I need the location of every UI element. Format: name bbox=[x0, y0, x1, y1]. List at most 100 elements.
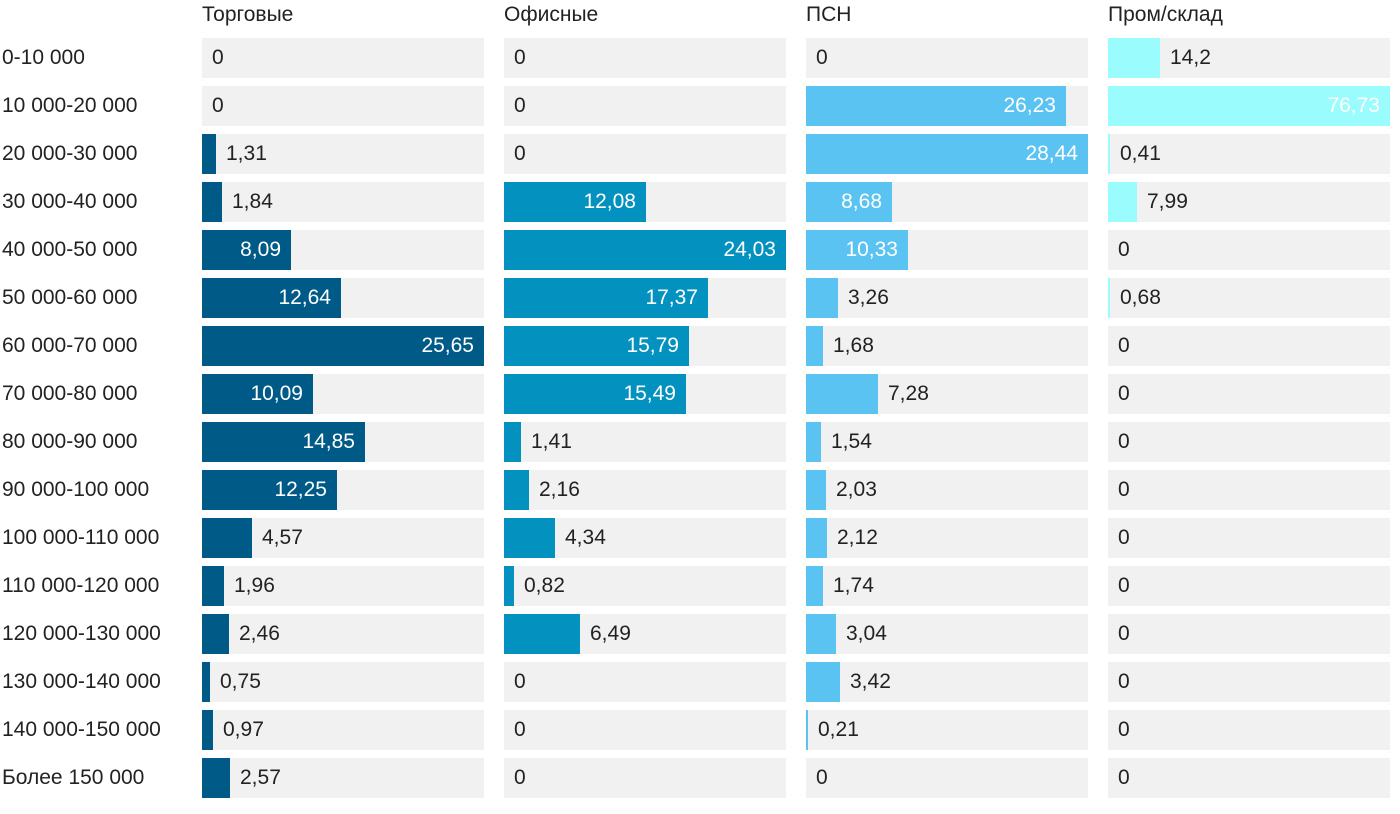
data-label: 25,65 bbox=[421, 334, 474, 357]
bar-track bbox=[806, 278, 1088, 318]
category-label: 100 000-110 000 bbox=[2, 526, 160, 549]
data-label: 7,99 bbox=[1147, 190, 1188, 213]
data-label: 0 bbox=[1118, 670, 1130, 693]
bar bbox=[504, 470, 529, 510]
data-label: 0 bbox=[514, 142, 526, 165]
data-label: 0 bbox=[514, 766, 526, 789]
data-label: 0 bbox=[1118, 766, 1130, 789]
bar bbox=[202, 470, 337, 510]
data-label: 0 bbox=[514, 670, 526, 693]
bar-track bbox=[1108, 182, 1390, 222]
data-label: 0 bbox=[212, 94, 224, 117]
data-label: 0,97 bbox=[223, 718, 264, 741]
category-label: 110 000-120 000 bbox=[2, 574, 160, 597]
bar-track bbox=[504, 134, 786, 174]
bar-track bbox=[1108, 278, 1390, 318]
bar-track bbox=[202, 134, 484, 174]
data-label: 4,57 bbox=[262, 526, 303, 549]
bar-track bbox=[202, 182, 484, 222]
bar-track bbox=[1108, 758, 1390, 798]
data-label: 8,09 bbox=[240, 238, 281, 261]
data-label: 2,03 bbox=[836, 478, 877, 501]
data-label: 0 bbox=[1118, 430, 1130, 453]
series-title: Офисные bbox=[504, 3, 599, 26]
bar-track bbox=[806, 470, 1088, 510]
data-label: 26,23 bbox=[1003, 94, 1056, 117]
bar-track bbox=[806, 518, 1088, 558]
category-label: 130 000-140 000 bbox=[2, 670, 161, 693]
bar bbox=[202, 518, 252, 558]
bar bbox=[202, 134, 216, 174]
bar-track bbox=[504, 38, 786, 78]
bar bbox=[806, 710, 808, 750]
category-label: 120 000-130 000 bbox=[2, 622, 161, 645]
data-label: 14,85 bbox=[302, 430, 355, 453]
data-label: 7,28 bbox=[888, 382, 929, 405]
data-label: 10,09 bbox=[250, 382, 303, 405]
bar-track bbox=[202, 86, 484, 126]
bar-track bbox=[202, 662, 484, 702]
data-label: 1,54 bbox=[831, 430, 872, 453]
category-label: 60 000-70 000 bbox=[2, 334, 138, 357]
bar bbox=[806, 326, 823, 366]
bar-track bbox=[504, 470, 786, 510]
bar-track bbox=[806, 710, 1088, 750]
bar bbox=[806, 230, 908, 270]
data-label: 1,41 bbox=[531, 430, 572, 453]
data-label: 2,57 bbox=[240, 766, 281, 789]
category-label: Более 150 000 bbox=[2, 766, 145, 789]
data-label: 17,37 bbox=[645, 286, 698, 309]
category-label: 30 000-40 000 bbox=[2, 190, 138, 213]
data-label: 0 bbox=[1118, 382, 1130, 405]
bar-track bbox=[202, 758, 484, 798]
bar bbox=[1108, 38, 1160, 78]
bar bbox=[806, 566, 823, 606]
data-label: 0,75 bbox=[220, 670, 261, 693]
bar-track bbox=[1108, 326, 1390, 366]
bar-track bbox=[202, 710, 484, 750]
bar bbox=[504, 230, 786, 270]
data-label: 15,49 bbox=[623, 382, 676, 405]
category-label: 90 000-100 000 bbox=[2, 478, 150, 501]
data-label: 3,26 bbox=[848, 286, 889, 309]
bar-track bbox=[504, 710, 786, 750]
bar-track bbox=[504, 422, 786, 462]
bar bbox=[202, 278, 341, 318]
data-label: 12,25 bbox=[274, 478, 327, 501]
bar bbox=[202, 326, 484, 366]
bar bbox=[1108, 278, 1110, 318]
data-label: 0 bbox=[514, 46, 526, 69]
bar-track bbox=[806, 566, 1088, 606]
bar bbox=[806, 134, 1088, 174]
bar-track bbox=[1108, 470, 1390, 510]
bar bbox=[504, 518, 555, 558]
data-label: 0 bbox=[1118, 574, 1130, 597]
bar bbox=[202, 230, 291, 270]
bar-track bbox=[202, 38, 484, 78]
bar-track bbox=[806, 614, 1088, 654]
data-label: 0 bbox=[1118, 478, 1130, 501]
bar-track bbox=[202, 614, 484, 654]
data-label: 1,84 bbox=[232, 190, 273, 213]
bar bbox=[1108, 182, 1137, 222]
data-label: 10,33 bbox=[845, 238, 898, 261]
bar bbox=[806, 374, 878, 414]
data-label: 0,82 bbox=[524, 574, 565, 597]
category-label: 10 000-20 000 bbox=[2, 94, 138, 117]
bar-track bbox=[1108, 230, 1390, 270]
bar-track bbox=[806, 422, 1088, 462]
bar bbox=[504, 374, 686, 414]
bar-track bbox=[1108, 614, 1390, 654]
data-label: 2,12 bbox=[837, 526, 878, 549]
bar bbox=[202, 422, 365, 462]
data-label: 1,96 bbox=[234, 574, 275, 597]
data-label: 8,68 bbox=[841, 190, 882, 213]
data-label: 0 bbox=[816, 46, 828, 69]
data-label: 1,74 bbox=[833, 574, 874, 597]
data-label: 4,34 bbox=[565, 526, 606, 549]
bar bbox=[806, 614, 836, 654]
bar-track bbox=[806, 662, 1088, 702]
bar-track bbox=[504, 86, 786, 126]
data-label: 3,04 bbox=[846, 622, 887, 645]
bar bbox=[202, 614, 229, 654]
